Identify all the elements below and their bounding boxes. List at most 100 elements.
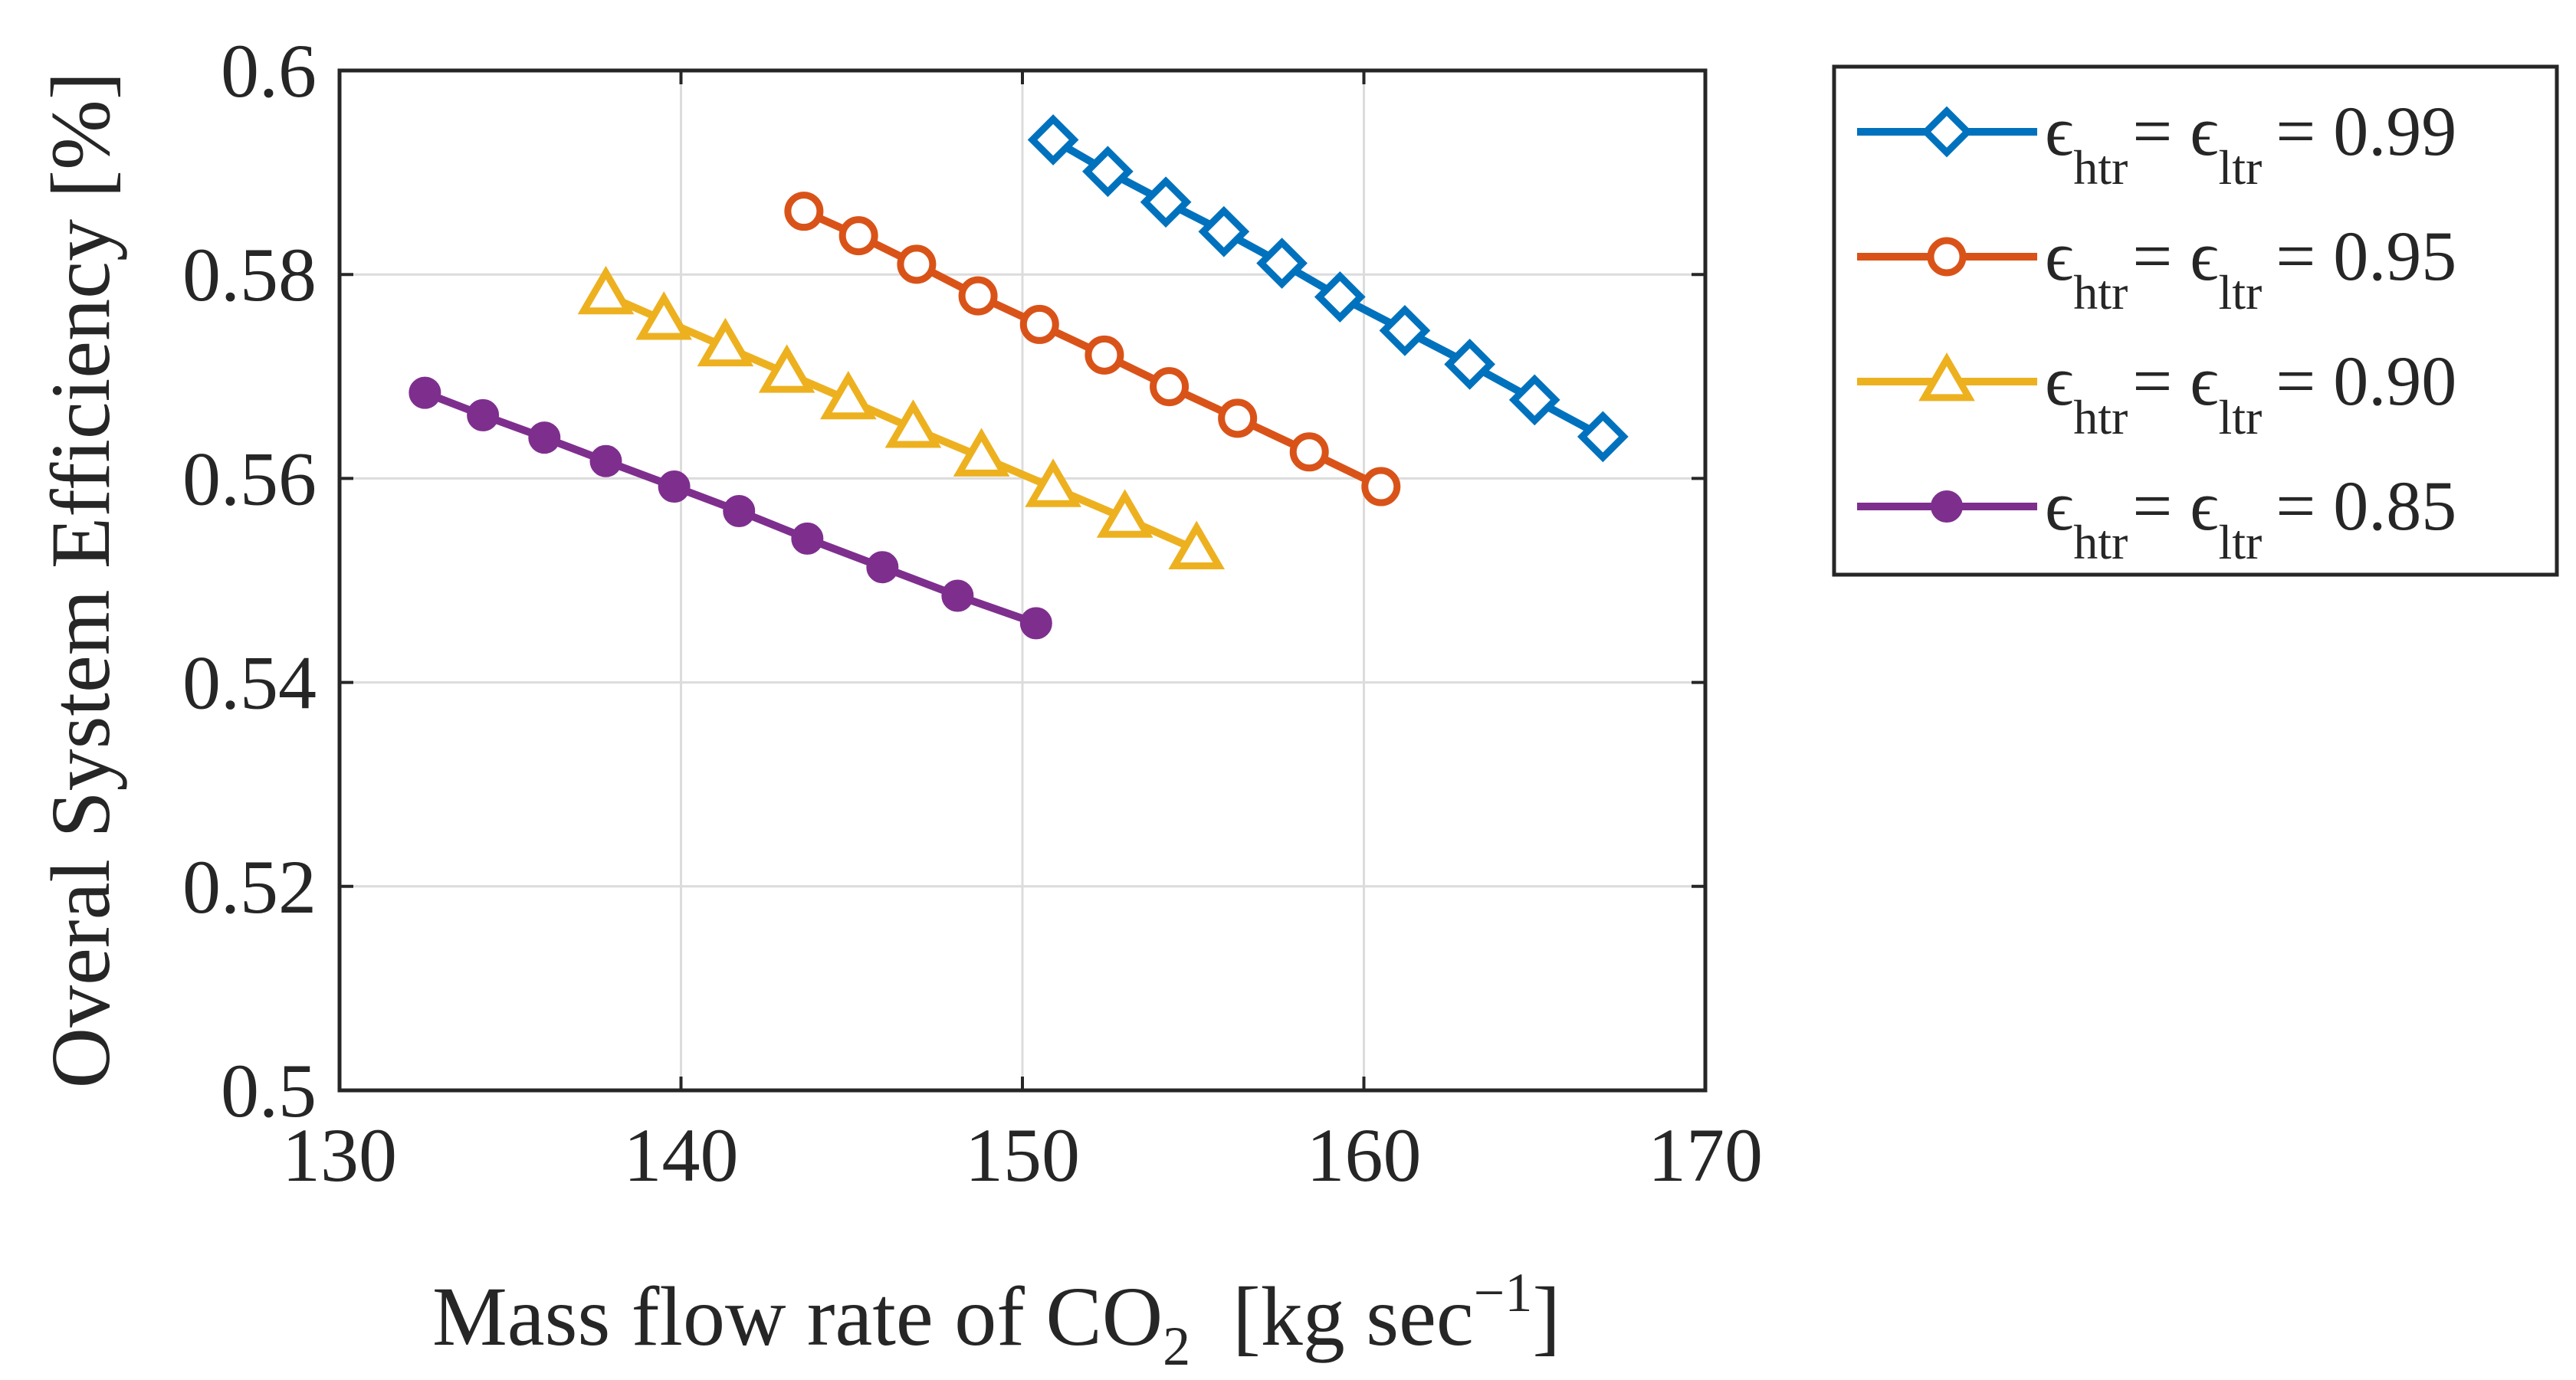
series-layer	[409, 114, 1629, 640]
series-line	[799, 207, 1385, 491]
legend-label-part: ϵ	[2045, 467, 2073, 545]
data-point	[528, 421, 561, 454]
axis-ticks: 130 140 150 160 170 0.5 0.52 0.54 0.56 0.58 0.6	[182, 28, 1763, 1198]
series-line	[602, 290, 1201, 554]
data-point	[1027, 114, 1079, 166]
x-tick-label: 140	[624, 1113, 739, 1198]
grid-lines	[340, 70, 1705, 1090]
legend-label-part: ltr	[2218, 390, 2262, 444]
legend-label-part: = ϵ	[2132, 92, 2218, 170]
x-tick-label: 150	[965, 1113, 1080, 1198]
legend-label-part: ϵ	[2045, 342, 2073, 420]
legend-label-part: ltr	[2218, 515, 2262, 569]
legend-marker	[1918, 352, 1975, 402]
data-point	[941, 579, 974, 612]
data-point	[838, 216, 878, 256]
y-tick-label: 0.56	[182, 436, 317, 521]
data-point	[1150, 367, 1190, 407]
data-point	[1082, 146, 1134, 198]
legend-marker	[1921, 106, 1973, 158]
data-point	[1140, 176, 1192, 228]
legend-label-part: ltr	[2218, 265, 2262, 320]
x-tick-label: 130	[282, 1113, 397, 1198]
data-point	[1019, 304, 1059, 344]
data-point	[884, 399, 942, 448]
data-point	[958, 276, 998, 316]
x-axis-label-close: ]	[1532, 1270, 1560, 1363]
data-point	[819, 370, 877, 420]
legend-label-part: ϵ	[2045, 217, 2073, 295]
data-point	[1289, 432, 1329, 472]
x-tick-label: 170	[1648, 1113, 1763, 1198]
y-tick-label: 0.5	[221, 1048, 317, 1133]
y-tick-label: 0.58	[182, 232, 317, 317]
data-point	[589, 444, 622, 477]
data-point	[467, 398, 500, 431]
legend-entry-2: ϵhtr= ϵltr = 0.90	[1857, 342, 2456, 444]
data-point	[897, 244, 937, 284]
x-axis-label: Mass flow rate of CO2 [kg sec−1]	[432, 1262, 1560, 1377]
series-2	[577, 265, 1226, 569]
y-tick-label: 0.52	[182, 844, 317, 929]
y-tick-label: 0.6	[221, 28, 317, 113]
data-point	[1025, 458, 1081, 507]
data-point	[658, 470, 691, 503]
legend-entry-3: ϵhtr= ϵltr = 0.85	[1857, 467, 2456, 569]
legend-label-part: htr	[2073, 265, 2128, 320]
series-0	[1027, 114, 1629, 463]
data-point	[1256, 238, 1308, 289]
data-point	[1096, 489, 1153, 538]
x-axis-label-units: [kg sec	[1232, 1270, 1474, 1363]
x-axis-label-superscript: −1	[1474, 1262, 1533, 1323]
legend-box	[1832, 64, 2559, 577]
data-point	[697, 317, 754, 367]
legend-label: ϵhtr= ϵltr = 0.95	[2045, 217, 2456, 320]
legend-label-part: ltr	[2218, 140, 2262, 195]
data-point	[1577, 411, 1629, 463]
y-axis-label: Overal System Efficiency [%]	[34, 72, 127, 1089]
series-line	[421, 388, 1040, 628]
series-line	[1049, 136, 1607, 441]
legend-label-part: htr	[2073, 390, 2128, 444]
x-tick-label: 160	[1307, 1113, 1422, 1198]
data-point	[1508, 374, 1560, 426]
data-point	[723, 494, 756, 527]
legend-label-part: = 0.99	[2276, 92, 2456, 170]
legend-label: ϵhtr= ϵltr = 0.85	[2045, 467, 2456, 569]
data-point	[1019, 607, 1052, 640]
series-1	[784, 192, 1401, 506]
legend-label-part: ϵ	[2045, 92, 2073, 170]
data-point	[1085, 335, 1124, 375]
data-point	[1379, 305, 1431, 356]
x-axis-label-main: Mass flow rate of CO	[432, 1270, 1163, 1363]
data-point	[635, 291, 693, 340]
data-point	[784, 192, 824, 231]
series-3	[409, 376, 1052, 640]
legend-label-part: = ϵ	[2132, 217, 2218, 295]
data-point	[1444, 338, 1495, 390]
legend-label: ϵhtr= ϵltr = 0.99	[2045, 92, 2456, 195]
data-point	[1361, 467, 1401, 506]
data-point	[758, 344, 815, 393]
legend-label-part: htr	[2073, 515, 2128, 569]
legend-entry-0: ϵhtr= ϵltr = 0.99	[1857, 92, 2456, 195]
x-axis-label-subscript: 2	[1163, 1316, 1190, 1377]
data-point	[953, 428, 1010, 477]
legend-label-part: htr	[2073, 140, 2128, 195]
legend-entry-1: ϵhtr= ϵltr = 0.95	[1857, 217, 2456, 320]
legend-label: ϵhtr= ϵltr = 0.90	[2045, 342, 2456, 444]
legend-label-part: = 0.90	[2276, 342, 2456, 420]
data-point	[1198, 205, 1250, 257]
legend-marker	[1931, 490, 1963, 523]
data-point	[1168, 520, 1226, 569]
legend-label-part: = ϵ	[2132, 342, 2218, 420]
y-tick-label: 0.54	[182, 641, 317, 726]
data-point	[791, 522, 824, 555]
data-point	[1314, 271, 1366, 323]
legend-label-part: = ϵ	[2132, 467, 2218, 545]
data-point	[866, 551, 899, 584]
legend-marker	[1927, 237, 1967, 277]
data-point	[577, 265, 635, 315]
